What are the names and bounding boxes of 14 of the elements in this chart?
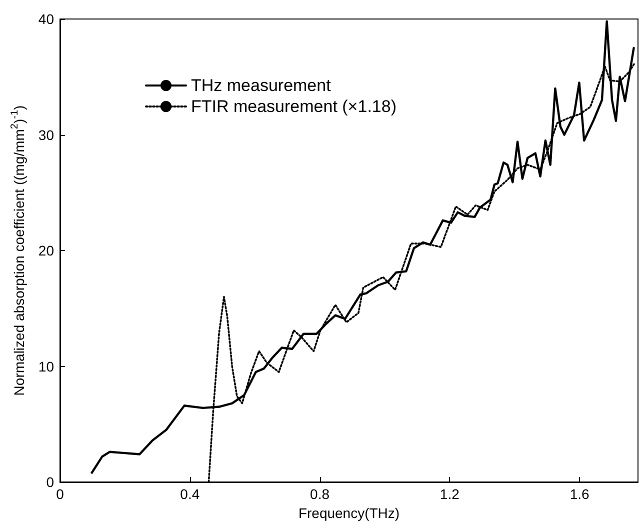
y-tick-label: 10 bbox=[38, 358, 54, 374]
y-tick-label: 0 bbox=[46, 474, 54, 490]
y-tick-label: 40 bbox=[38, 11, 54, 27]
x-tick-label: 0.8 bbox=[310, 486, 330, 502]
x-tick-label: 0.4 bbox=[180, 486, 200, 502]
legend-label: THz measurement bbox=[191, 76, 332, 95]
x-axis-title: Frequency(THz) bbox=[298, 504, 400, 521]
legend-label: FTIR measurement (×1.18) bbox=[191, 97, 396, 116]
y-axis-title: Normalized absorption coefficient ((mg/mm2)-1) bbox=[10, 105, 27, 396]
y-tick-label: 20 bbox=[38, 242, 54, 258]
x-tick-label: 1.2 bbox=[440, 486, 460, 502]
x-tick-label: 1.6 bbox=[570, 486, 590, 502]
y-tick-label: 30 bbox=[38, 126, 54, 143]
x-tick-label: 0 bbox=[56, 486, 64, 502]
